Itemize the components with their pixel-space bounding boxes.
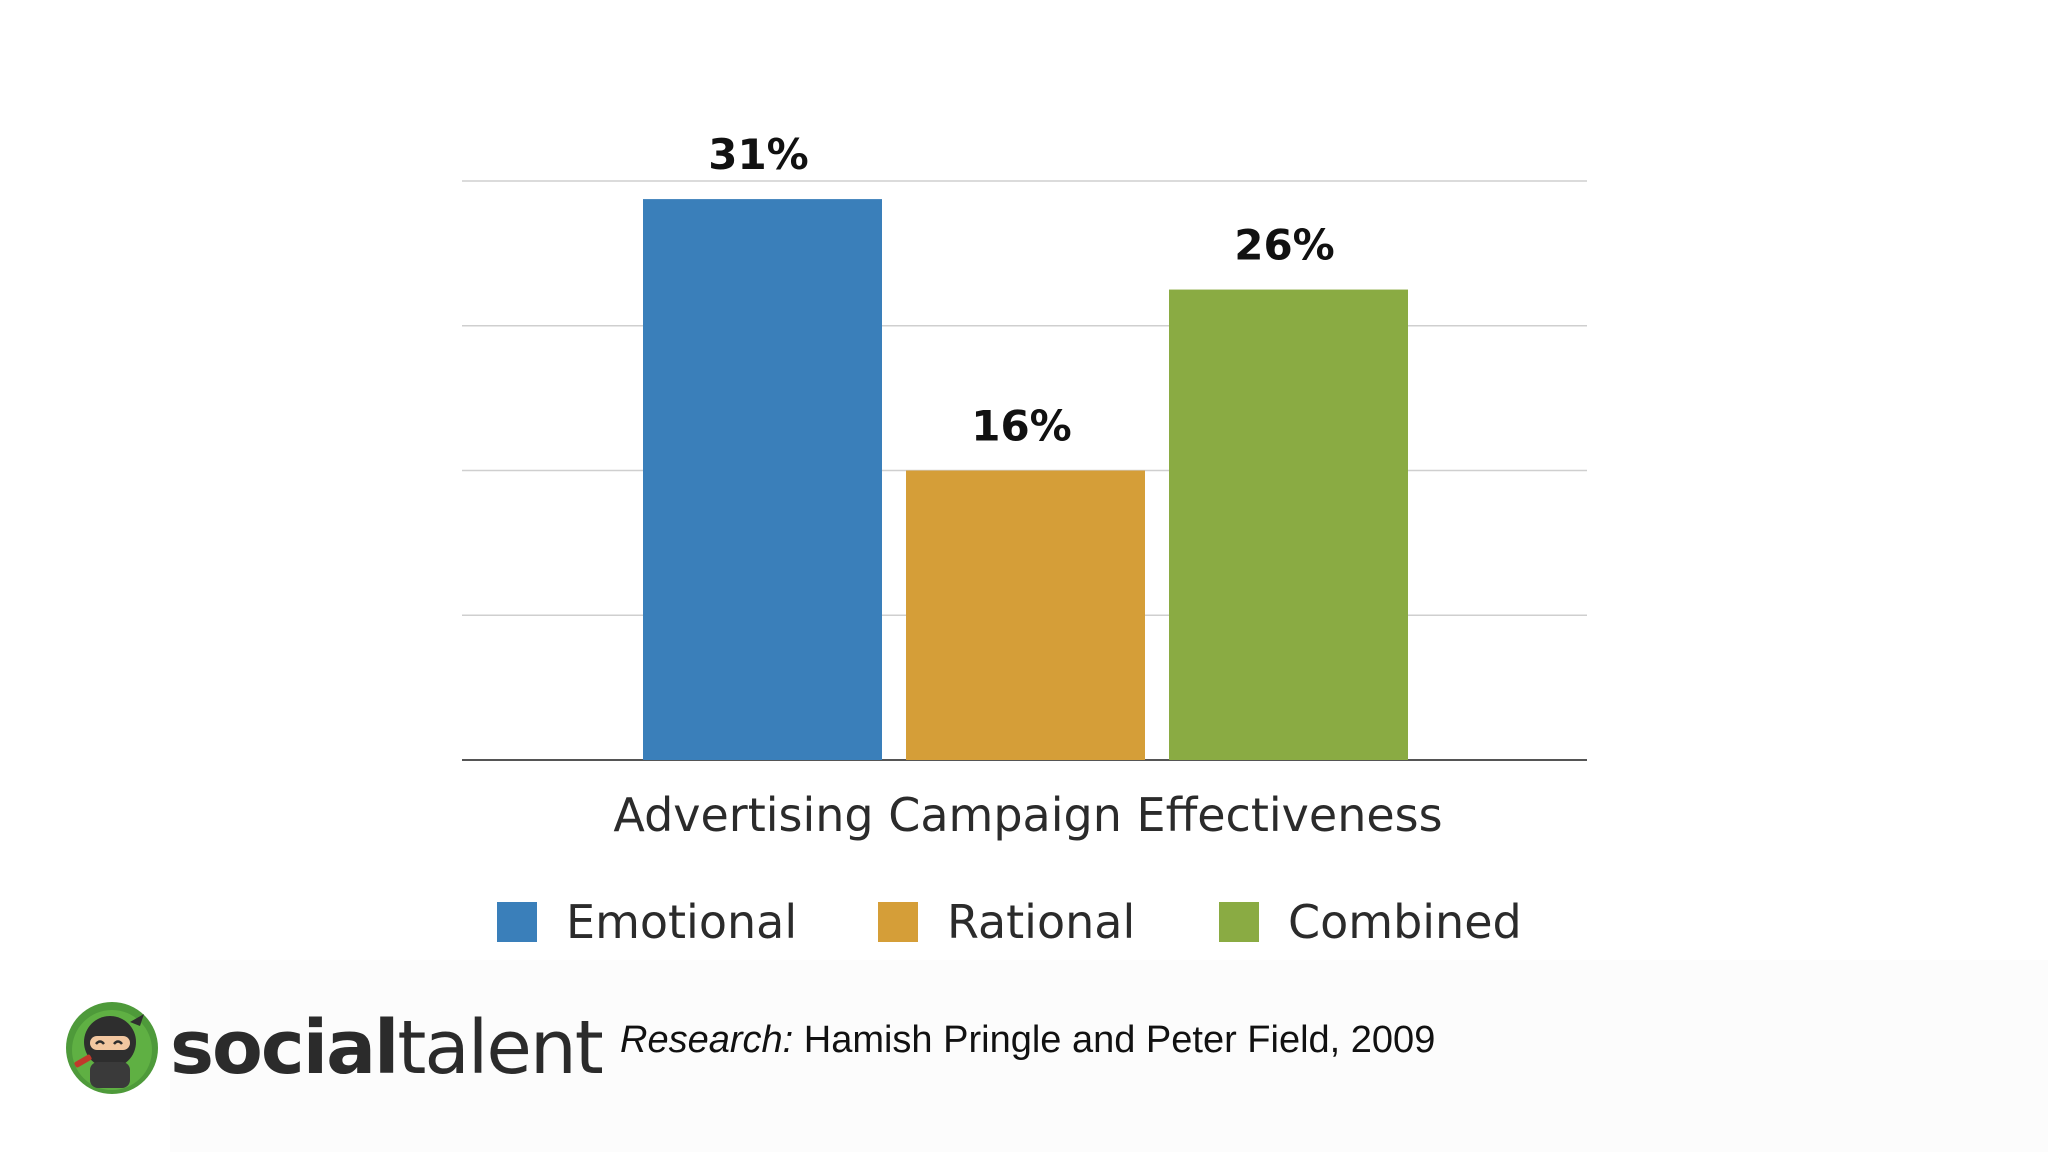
legend-label-emotional: Emotional: [566, 895, 798, 949]
brand-name-regular: talent: [397, 1005, 603, 1091]
x-axis-label: Advertising Campaign Effectiveness: [613, 788, 1442, 842]
data-label-emotional: 31%: [708, 130, 809, 179]
footer-band: [170, 960, 2048, 1152]
legend: Emotional Rational Combined: [0, 882, 2048, 962]
socialtalent-logo: socialtalent: [64, 1000, 604, 1096]
bar-chart: 31% 16% 26% Advertising Campaign Effective…: [462, 130, 1587, 842]
data-label-rational: 16%: [971, 402, 1072, 451]
brand-name: socialtalent: [170, 1011, 604, 1085]
ninja-mascot-icon: [66, 1002, 158, 1094]
bar-rational: [906, 470, 1145, 760]
brand-name-bold: social: [170, 1005, 399, 1091]
legend-label-rational: Rational: [947, 895, 1136, 949]
legend-item-rational: Rational: [878, 882, 1135, 962]
data-label-combined: 26%: [1234, 221, 1335, 270]
citation-text: Hamish Pringle and Peter Field, 2009: [793, 1019, 1436, 1061]
bar-combined: [1169, 289, 1408, 760]
legend-swatch-combined: [1219, 902, 1259, 942]
legend-item-combined: Combined: [1219, 882, 1522, 962]
legend-swatch-emotional: [497, 902, 537, 942]
citation-prefix: Research:: [620, 1019, 794, 1061]
bar-emotional: [643, 199, 882, 760]
citation: Research: Hamish Pringle and Peter Field…: [620, 1012, 1435, 1068]
data-labels: 31% 16% 26%: [708, 130, 1335, 450]
legend-swatch-rational: [878, 902, 918, 942]
bars: [643, 199, 1408, 760]
legend-label-combined: Combined: [1288, 895, 1522, 949]
legend-item-emotional: Emotional: [497, 882, 797, 962]
